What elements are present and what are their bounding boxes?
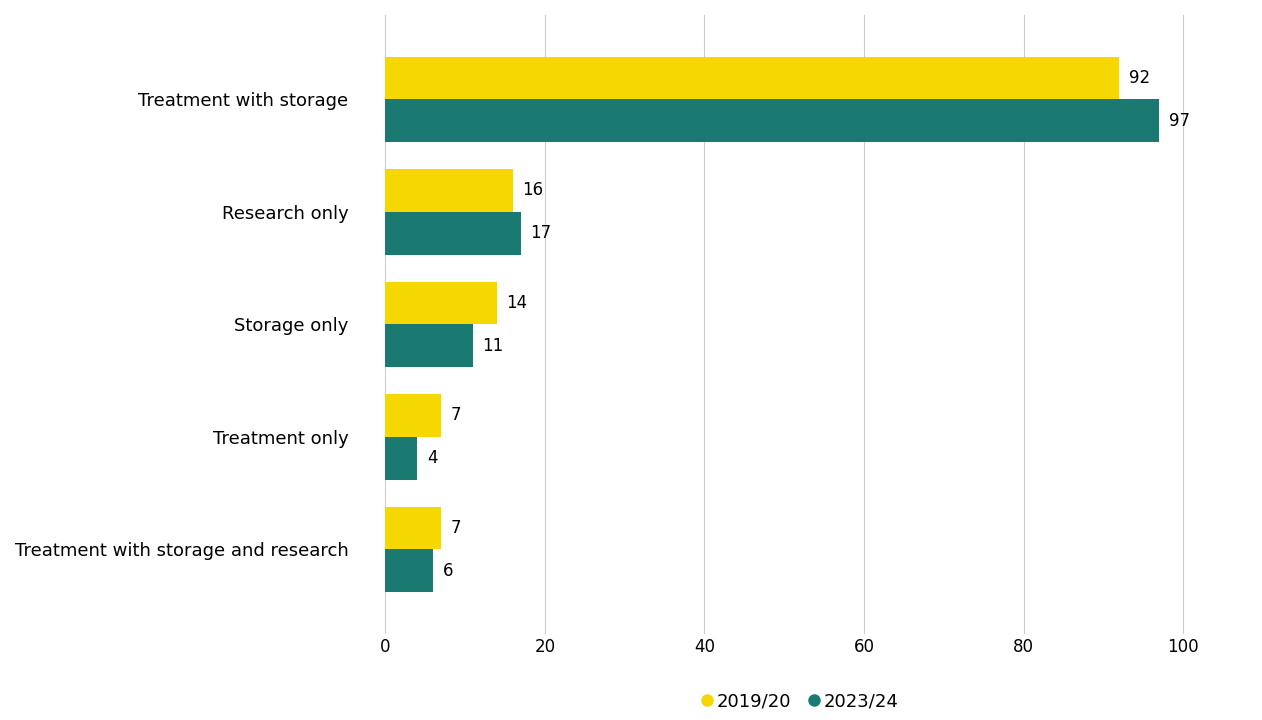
Text: 6: 6 (443, 562, 453, 580)
Text: 16: 16 (522, 181, 544, 199)
Text: 7: 7 (451, 406, 461, 424)
Bar (385, 437, 418, 480)
Bar (385, 57, 1119, 99)
Text: 4: 4 (427, 449, 437, 467)
Legend: 2019/20, 2023/24: 2019/20, 2023/24 (702, 692, 899, 710)
Text: 7: 7 (451, 519, 461, 537)
Text: 14: 14 (506, 294, 528, 312)
Bar (385, 549, 433, 592)
Bar (385, 506, 442, 549)
Text: 97: 97 (1169, 112, 1190, 130)
Text: 17: 17 (530, 224, 551, 242)
Bar (385, 282, 497, 324)
Bar (385, 394, 442, 437)
Text: 11: 11 (482, 337, 504, 355)
Bar (385, 212, 521, 255)
Text: 92: 92 (1129, 69, 1150, 87)
Bar (385, 324, 473, 367)
Bar (385, 99, 1160, 142)
Bar (385, 169, 512, 212)
